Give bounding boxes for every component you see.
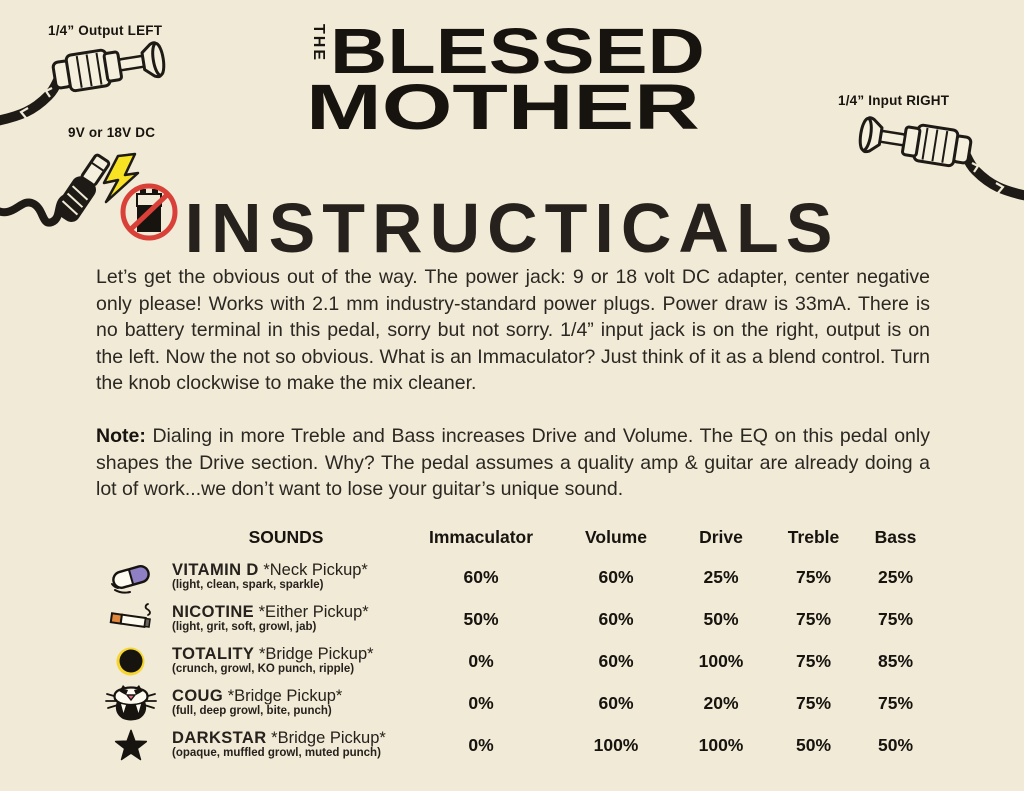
- col-header-bass: Bass: [874, 527, 917, 547]
- power-illustration: [0, 142, 200, 264]
- value-treble: 75%: [795, 608, 832, 629]
- pickup-type: *Bridge Pickup*: [227, 687, 343, 705]
- brand-title: THE BLESSED MOTHER: [306, 19, 705, 139]
- output-left-label: 1/4” Output LEFT: [48, 23, 163, 38]
- dc-barrel-plug: [55, 153, 111, 222]
- col-header-volume: Volume: [585, 527, 647, 547]
- input-right-label: 1/4” Input RIGHT: [838, 93, 950, 108]
- sounds-table: SOUNDS Immaculator Volume Drive Treble B…: [96, 527, 930, 766]
- sound-description: (light, grit, soft, growl, jab): [172, 621, 317, 633]
- note-text: Dialing in more Treble and Bass increase…: [96, 425, 930, 501]
- value-treble: 50%: [795, 734, 832, 755]
- page-title: INSTRUCTICALS: [184, 189, 840, 267]
- value-drive: 100%: [698, 650, 744, 671]
- note-label: Note:: [96, 425, 146, 447]
- sound-description: (light, clean, spark, sparkle): [172, 579, 324, 591]
- lightning-icon: [102, 152, 140, 204]
- star-icon: [112, 727, 150, 764]
- eclipse-icon: [113, 643, 149, 679]
- pickup-type: *Bridge Pickup*: [258, 645, 374, 663]
- sound-description: (opaque, muffled growl, muted punch): [172, 747, 381, 759]
- table-row: TOTALITY *Bridge Pickup* (crunch, growl,…: [96, 640, 930, 682]
- value-treble: 75%: [795, 650, 832, 671]
- value-immaculator: 50%: [463, 608, 499, 629]
- dc-plug-icon: [0, 152, 178, 241]
- quarter-inch-plug-right-icon: [858, 116, 1024, 202]
- sound-name: TOTALITY: [172, 645, 255, 663]
- value-bass: 25%: [877, 566, 914, 587]
- col-header-treble: Treble: [787, 527, 840, 547]
- cigarette-icon: [108, 602, 154, 636]
- cougar-icon: [105, 683, 157, 723]
- sound-name: VITAMIN D: [172, 561, 259, 579]
- input-plug-illustration: [834, 105, 1024, 237]
- title-blessed: BLESSED: [330, 15, 705, 87]
- sound-name: COUG: [172, 687, 224, 705]
- value-volume: 100%: [593, 734, 639, 755]
- title-the: THE: [310, 24, 327, 62]
- value-treble: 75%: [795, 566, 832, 587]
- sound-description: (full, deep growl, bite, punch): [172, 705, 332, 717]
- pickup-type: *Either Pickup*: [258, 603, 369, 621]
- no-battery-icon: [120, 183, 178, 241]
- value-treble: 75%: [795, 692, 832, 713]
- quarter-inch-plug-left-icon: [0, 41, 166, 126]
- pickup-type: *Neck Pickup*: [263, 561, 368, 579]
- value-bass: 50%: [877, 734, 914, 755]
- value-immaculator: 60%: [463, 566, 499, 587]
- note-paragraph: Note: Dialing in more Treble and Bass in…: [96, 423, 930, 503]
- table-header: SOUNDS Immaculator Volume Drive Treble B…: [96, 527, 930, 548]
- value-drive: 20%: [703, 692, 739, 713]
- value-drive: 25%: [703, 566, 739, 587]
- value-bass: 85%: [877, 650, 914, 671]
- power-label: 9V or 18V DC: [68, 125, 156, 140]
- table-row: VITAMIN D *Neck Pickup* (light, clean, s…: [96, 556, 930, 598]
- value-bass: 75%: [877, 608, 914, 629]
- output-plug-illustration: [0, 30, 190, 162]
- sound-name: DARKSTAR: [172, 729, 267, 747]
- value-immaculator: 0%: [468, 650, 494, 671]
- title-mother: MOTHER: [306, 71, 700, 143]
- value-volume: 60%: [598, 566, 634, 587]
- table-body: VITAMIN D *Neck Pickup* (light, clean, s…: [96, 556, 930, 766]
- intro-paragraph: Let’s get the obvious out of the way. Th…: [96, 266, 930, 395]
- value-bass: 75%: [877, 692, 914, 713]
- sound-description: (crunch, growl, KO punch, ripple): [172, 663, 355, 675]
- table-row: COUG *Bridge Pickup* (full, deep growl, …: [96, 682, 930, 724]
- col-header-drive: Drive: [699, 527, 743, 547]
- pickup-type: *Bridge Pickup*: [271, 729, 386, 747]
- value-volume: 60%: [598, 650, 634, 671]
- value-volume: 60%: [598, 692, 634, 713]
- value-immaculator: 0%: [468, 734, 494, 755]
- value-drive: 50%: [703, 608, 739, 629]
- value-drive: 100%: [698, 734, 744, 755]
- col-header-immaculator: Immaculator: [428, 527, 534, 547]
- value-volume: 60%: [598, 608, 634, 629]
- pill-icon: [108, 559, 154, 595]
- table-row: NICOTINE *Either Pickup* (light, grit, s…: [96, 598, 930, 640]
- sound-name: NICOTINE: [172, 603, 255, 621]
- table-row: DARKSTAR *Bridge Pickup* (opaque, muffle…: [96, 724, 930, 766]
- col-header-sounds: SOUNDS: [248, 527, 324, 547]
- value-immaculator: 0%: [468, 692, 494, 713]
